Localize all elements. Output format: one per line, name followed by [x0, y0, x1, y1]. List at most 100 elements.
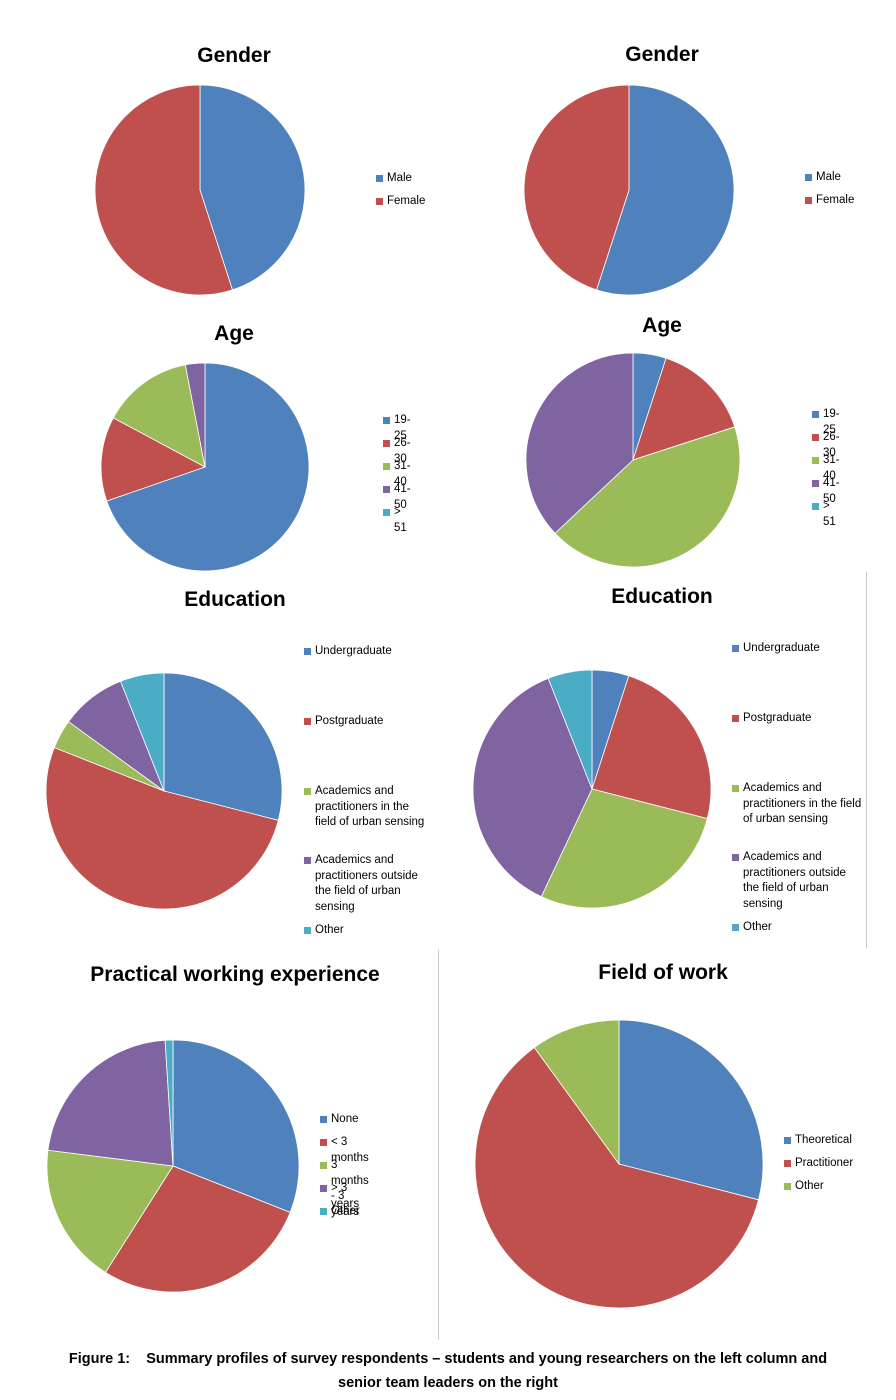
legend-label: 26-30 — [394, 437, 411, 465]
legend-swatch — [812, 480, 819, 487]
legend-swatch — [320, 1139, 327, 1146]
legend-label: Undergraduate — [315, 645, 392, 657]
legend-label: > 3 years — [331, 1182, 360, 1210]
caption-line-2: senior team leaders on the right — [338, 1375, 558, 1391]
chart-title: Practical working experience — [90, 963, 380, 986]
pie-slice-male — [199, 84, 306, 291]
legend-label: 41-50 — [823, 477, 840, 505]
legend-label: > 51 — [394, 506, 407, 534]
legend-label: Male — [816, 171, 841, 183]
pie-slice-academics-and-practitioners-outside-the-field-of-urban-sensing — [472, 677, 593, 898]
pie-slice-3-years — [47, 1039, 174, 1167]
legend-label: Female — [816, 194, 855, 206]
chart-title: Gender — [625, 43, 699, 66]
figure-caption: Figure 1: Summary profiles of survey res… — [0, 1347, 896, 1395]
legend-label: Academics and practitioners outside the … — [743, 851, 846, 910]
pie-slice-male — [596, 84, 735, 296]
legend-swatch — [383, 440, 390, 447]
legend-label: > 51 — [823, 500, 836, 528]
legend-label: Female — [387, 195, 426, 207]
legend-swatch — [732, 645, 739, 652]
pie-slice-postgraduate — [591, 675, 712, 820]
pie-slice-41-50 — [184, 362, 206, 468]
legend-swatch — [812, 434, 819, 441]
pie-slice-26-30 — [100, 417, 206, 502]
legend-swatch — [383, 486, 390, 493]
legend-swatch — [732, 854, 739, 861]
legend-label: Postgraduate — [315, 715, 384, 727]
legend-swatch — [320, 1116, 327, 1123]
legend-swatch — [376, 175, 383, 182]
chart-title: Age — [642, 314, 682, 337]
legend-label: 41-50 — [394, 483, 411, 511]
legend-swatch — [805, 174, 812, 181]
pie-slice-other — [164, 1039, 174, 1167]
pie-slice-other — [120, 672, 165, 792]
pie-slice-postgraduate — [45, 747, 279, 910]
legend-label: 31-40 — [394, 460, 411, 488]
pie-slice-26-30 — [632, 357, 736, 461]
chart-title: Field of work — [598, 961, 728, 984]
caption-line-1: Figure 1: Summary profiles of survey res… — [68, 1351, 828, 1367]
pie-slice-female — [523, 84, 630, 291]
legend-label: Male — [387, 172, 412, 184]
legend-label: Theoretical — [795, 1134, 852, 1146]
pie-slice-practitioner — [474, 1046, 759, 1309]
legend-swatch — [376, 198, 383, 205]
legend-swatch — [383, 463, 390, 470]
pie-slice-19-25 — [106, 362, 310, 572]
legend-label: 26-30 — [823, 431, 840, 459]
pie-slice-other — [547, 669, 593, 790]
legend-swatch — [304, 718, 311, 725]
legend-swatch — [304, 857, 311, 864]
legend-swatch — [304, 788, 311, 795]
pie-slice-31-40 — [112, 364, 206, 468]
pie-slice-female — [94, 84, 233, 296]
chart-title: Gender — [197, 44, 271, 67]
legend-swatch — [805, 197, 812, 204]
legend-swatch — [320, 1185, 327, 1192]
legend-label: Academics and practitioners in the field… — [315, 785, 425, 828]
pie-slice-3-months — [104, 1165, 291, 1293]
legend-swatch — [812, 411, 819, 418]
legend-label: 19-25 — [394, 414, 411, 442]
legend-swatch — [812, 457, 819, 464]
pie-slice-theoretical — [618, 1019, 764, 1201]
legend-label: Other — [795, 1180, 824, 1192]
divider-right-edge — [866, 572, 867, 948]
chart-title: Education — [184, 588, 286, 611]
chart-title: Education — [611, 585, 713, 608]
legend-swatch — [304, 927, 311, 934]
legend-label: 31-40 — [823, 454, 840, 482]
legend-label: Academics and practitioners in the field… — [743, 782, 862, 825]
legend-swatch — [784, 1160, 791, 1167]
legend-label: Undergraduate — [743, 642, 820, 654]
legend-swatch — [320, 1162, 327, 1169]
legend-label: None — [331, 1113, 359, 1125]
legend-swatch — [383, 417, 390, 424]
legend-swatch — [784, 1137, 791, 1144]
divider-bottom-middle — [438, 950, 439, 1340]
legend-label: < 3 months — [331, 1136, 369, 1164]
pie-slice-academics-and-practitioners-in-the-field-of-urban-sensing — [540, 788, 708, 909]
pie-slice-other — [533, 1019, 620, 1166]
legend-label: Postgraduate — [743, 712, 812, 724]
chart-title: Age — [214, 322, 254, 345]
legend-swatch — [812, 503, 819, 510]
legend-swatch — [784, 1183, 791, 1190]
legend-label: 19-25 — [823, 408, 840, 436]
pie-slice-31-40 — [554, 426, 741, 568]
pie-slice-undergraduate — [163, 672, 283, 821]
legend-swatch — [320, 1208, 327, 1215]
pie-slice-3-months-3-years — [46, 1149, 174, 1273]
legend-swatch — [383, 509, 390, 516]
legend-swatch — [304, 648, 311, 655]
